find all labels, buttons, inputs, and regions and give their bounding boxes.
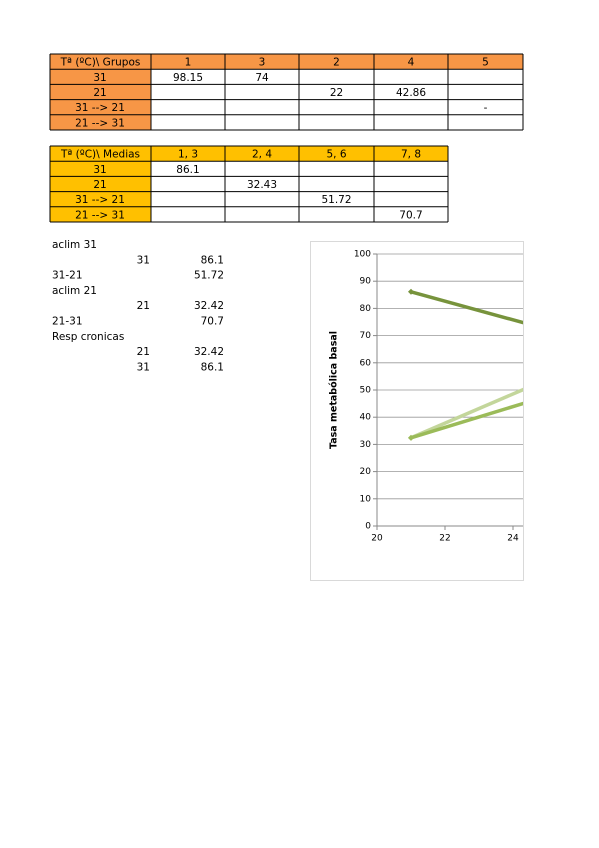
x-tick-label: 20 xyxy=(371,534,383,544)
y-tick-label: 10 xyxy=(360,494,372,504)
y-tick-label: 50 xyxy=(360,386,372,396)
row-label: 21 --> 31 xyxy=(75,209,125,221)
cell: - xyxy=(484,102,488,114)
header-cell: 5, 6 xyxy=(326,149,346,161)
note-value: 86.1 xyxy=(201,254,224,266)
y-tick-label: 20 xyxy=(360,467,372,477)
y-tick-label: 100 xyxy=(354,250,371,260)
note-label: aclim 21 xyxy=(52,285,97,297)
cell: 98.15 xyxy=(173,72,203,84)
header-cell: Tª (ºC)\ Medias xyxy=(60,149,140,161)
header-cell: 1 xyxy=(185,57,192,69)
series-line xyxy=(410,387,523,440)
label-fill xyxy=(50,146,151,222)
note-key: 31 xyxy=(137,254,150,266)
header-cell: 4 xyxy=(408,57,415,69)
x-tick-label: 24 xyxy=(507,534,519,544)
note-label: aclim 31 xyxy=(52,239,97,251)
note-value: 86.1 xyxy=(201,361,224,373)
y-tick-label: 40 xyxy=(360,413,372,423)
marker xyxy=(408,434,414,441)
row-label: 31 xyxy=(93,164,106,176)
y-tick-label: 70 xyxy=(360,331,372,341)
header-cell: Tª (ºC)\ Grupos xyxy=(60,57,141,69)
note-label: 21-31 xyxy=(52,316,83,328)
note-value: 51.72 xyxy=(194,270,224,282)
note-value: 32.42 xyxy=(194,346,224,358)
note-value: 32.42 xyxy=(194,300,224,312)
note-value: 70.7 xyxy=(201,316,224,328)
note-key: 21 xyxy=(137,300,150,312)
cell: 22 xyxy=(330,87,343,99)
row-label: 21 xyxy=(93,87,106,99)
note-label: Resp cronicas xyxy=(52,331,124,343)
header-cell: 5 xyxy=(482,57,489,69)
header-cell: 2, 4 xyxy=(252,149,272,161)
y-tick-label: 80 xyxy=(360,304,372,314)
header-cell: 1, 3 xyxy=(178,149,198,161)
note-key: 31 xyxy=(137,361,150,373)
series-line xyxy=(410,290,523,325)
note-key: 21 xyxy=(137,346,150,358)
label-fill xyxy=(50,54,151,130)
chart-frame xyxy=(310,241,524,581)
y-tick-label: 90 xyxy=(360,277,372,287)
marker xyxy=(408,288,414,295)
row-label: 21 --> 31 xyxy=(75,117,125,129)
row-label: 21 xyxy=(93,179,106,191)
row-label: 31 --> 21 xyxy=(75,194,125,206)
row-label: 31 --> 21 xyxy=(75,102,125,114)
cell: 42.86 xyxy=(396,87,426,99)
cell: 51.72 xyxy=(321,194,351,206)
cell: 70.7 xyxy=(399,209,422,221)
y-tick-label: 0 xyxy=(365,522,371,532)
cell: 32.43 xyxy=(247,179,277,191)
y-axis-title: Tasa metabólica basal xyxy=(329,331,340,449)
header-cell: 7, 8 xyxy=(401,149,421,161)
row-label: 31 xyxy=(93,72,106,84)
header-cell: 2 xyxy=(333,57,340,69)
y-tick-label: 30 xyxy=(360,440,372,450)
note-label: 31-21 xyxy=(52,270,83,282)
y-tick-label: 60 xyxy=(360,358,372,368)
cell: 74 xyxy=(255,72,269,84)
cell: 86.1 xyxy=(176,164,199,176)
header-fill xyxy=(50,54,523,70)
series-line xyxy=(410,401,523,440)
x-tick-label: 22 xyxy=(439,534,450,544)
header-cell: 3 xyxy=(259,57,266,69)
